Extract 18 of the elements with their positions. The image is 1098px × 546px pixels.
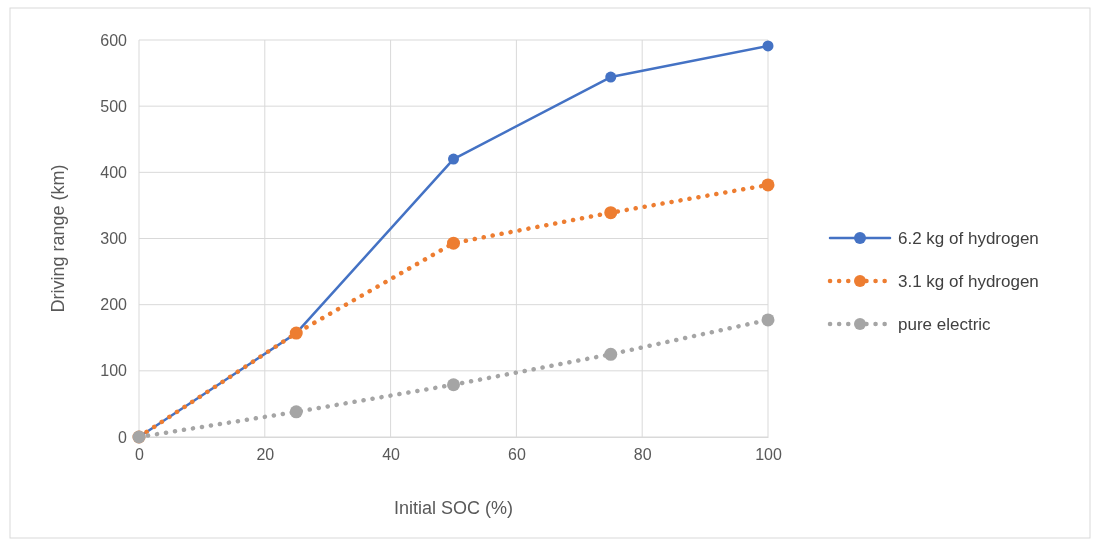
x-tick-label: 40 [382,446,401,464]
legend-label: 3.1 kg of hydrogen [898,272,1039,291]
x-tick-label: 0 [135,446,145,464]
x-tick-label: 100 [755,446,782,464]
y-tick-label: 300 [100,230,128,248]
x-tick-label: 60 [508,446,526,464]
legend-label: 6.2 kg of hydrogen [898,229,1039,248]
y-tick-label: 100 [100,362,128,380]
y-tick-label: 600 [100,31,128,49]
x-tick-label: 20 [256,446,275,464]
legend-label: pure electric [898,315,992,334]
y-tick-label: 500 [100,97,128,115]
x-tick-label: 80 [633,446,652,464]
y-axis-title: Driving range (km) [48,164,68,313]
x-axis-title: Initial SOC (%) [393,498,514,518]
y-tick-label: 200 [100,296,128,314]
y-tick-label: 400 [100,163,128,181]
y-tick-label: 0 [118,428,128,446]
